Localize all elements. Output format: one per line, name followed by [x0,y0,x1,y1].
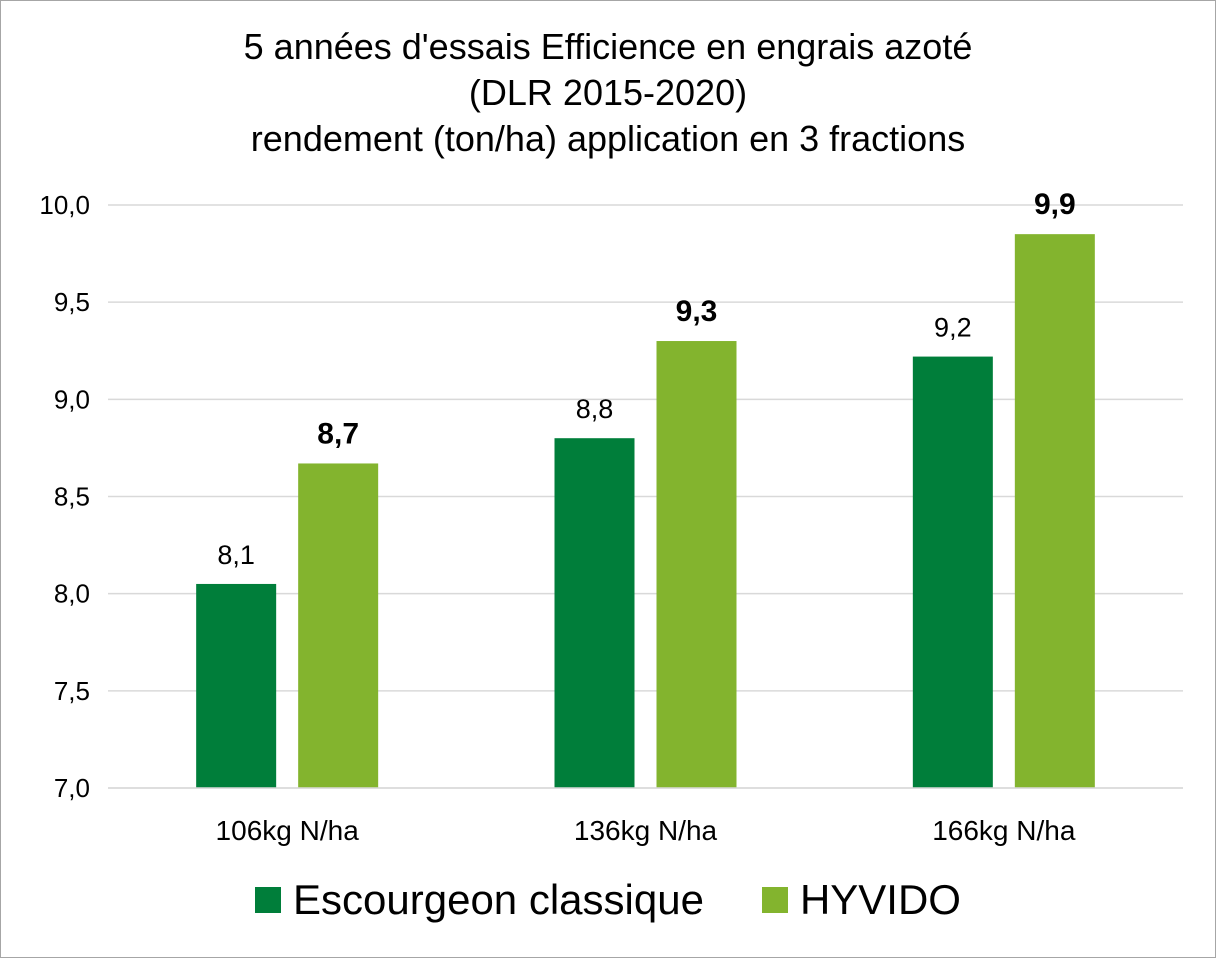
y-tick-label: 10,0 [39,190,90,220]
x-tick-label: 166kg N/ha [932,815,1076,846]
bar [1014,234,1095,788]
legend-label-hyvido: HYVIDO [799,876,961,923]
x-tick-label: 106kg N/ha [216,815,360,846]
legend-swatch-hyvido [761,887,788,913]
bar [656,341,737,788]
bar [554,438,635,788]
bar [912,356,993,788]
chart-title: 5 années d'essais Efficience en engrais … [0,24,1216,162]
y-tick-label: 9,5 [54,287,90,317]
y-tick-label: 8,0 [54,579,90,609]
legend-swatch-escourgeon [255,887,282,913]
x-tick-label: 136kg N/ha [574,815,718,846]
legend-item-escourgeon: Escourgeon classique [255,876,704,924]
chart-title-line-2: (DLR 2015-2020) [468,72,748,113]
bar [196,583,277,788]
legend-item-hyvido: HYVIDO [761,876,961,924]
data-label: 8,1 [217,540,255,570]
data-label: 9,3 [676,295,718,328]
data-label: 9,2 [934,313,972,343]
data-label: 8,7 [317,417,359,450]
legend-label-escourgeon: Escourgeon classique [293,876,704,923]
data-label: 8,8 [576,394,614,424]
chart-legend: Escourgeon classique HYVIDO [0,876,1216,924]
y-tick-label: 8,5 [54,482,90,512]
chart-title-line-3: rendement (ton/ha) application en 3 frac… [250,118,966,159]
chart-title-line-1: 5 années d'essais Efficience en engrais … [243,26,973,67]
y-tick-label: 7,5 [54,676,90,706]
y-tick-label: 7,0 [54,773,90,803]
y-tick-label: 9,0 [54,384,90,414]
bar [298,463,379,788]
data-label: 9,9 [1034,188,1076,221]
